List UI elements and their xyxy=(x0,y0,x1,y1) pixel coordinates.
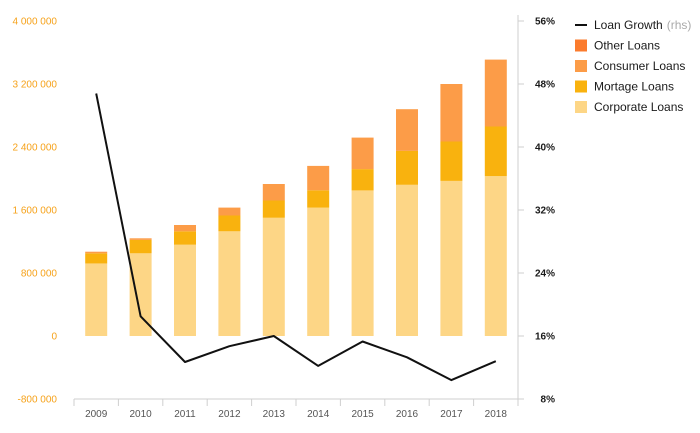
x-tick-label-2018: 2018 xyxy=(485,409,508,420)
bar-corporate-loans-2018 xyxy=(484,176,507,336)
x-tick-label-2009: 2009 xyxy=(85,409,108,420)
left-tick-label: 3 200 000 xyxy=(13,80,58,91)
legend-label-text: Loan Growth xyxy=(594,18,663,32)
bar-consumer-loans-2017 xyxy=(440,84,463,142)
bars-layer xyxy=(85,59,507,336)
x-tick-label-2010: 2010 xyxy=(129,409,152,420)
bar-mortage-loans-2015 xyxy=(351,169,374,191)
right-tick-label: 48% xyxy=(535,80,555,91)
x-tick-label-2015: 2015 xyxy=(351,409,374,420)
bar-corporate-loans-2010 xyxy=(129,253,152,336)
bar-consumer-loans-2011 xyxy=(174,225,196,232)
axes-layer: -800 000 0 800 000 1 600 000 2 400 000 3 200 … xyxy=(13,15,556,420)
bar-mortage-loans-2011 xyxy=(174,231,196,245)
left-tick-label: 1 600 000 xyxy=(13,206,58,217)
x-tick-label-2017: 2017 xyxy=(440,409,463,420)
right-tick-label: 8% xyxy=(541,395,556,406)
bar-corporate-loans-2015 xyxy=(351,190,374,336)
x-tick-label-2014: 2014 xyxy=(307,409,330,420)
legend-label-other-loans: Other Loans xyxy=(594,39,660,53)
left-tick-label: 0 xyxy=(51,332,57,343)
bar-mortage-loans-2012 xyxy=(218,215,241,232)
right-tick-label: 16% xyxy=(535,332,555,343)
bar-mortage-loans-2014 xyxy=(307,190,330,208)
left-tick-label: -800 000 xyxy=(18,395,58,406)
right-tick-label: 40% xyxy=(535,143,555,154)
bar-corporate-loans-2011 xyxy=(174,244,196,336)
bar-consumer-loans-2012 xyxy=(218,207,241,216)
right-tick-label: 32% xyxy=(535,206,555,217)
left-tick-label: 800 000 xyxy=(21,269,58,280)
bar-consumer-loans-2014 xyxy=(307,165,330,191)
bar-corporate-loans-2016 xyxy=(396,184,418,336)
bar-corporate-loans-2012 xyxy=(218,231,241,336)
legend-label-text: Other Loans xyxy=(594,39,660,53)
right-tick-label: 56% xyxy=(535,17,555,28)
x-tick-label-2011: 2011 xyxy=(174,409,196,420)
legend-label-consumer-loans: Consumer Loans xyxy=(594,59,685,73)
right-tick-label: 24% xyxy=(535,269,555,280)
legend-swatch-mortage-loans xyxy=(575,80,587,93)
bar-mortage-loans-2013 xyxy=(262,200,285,218)
bar-consumer-loans-2009 xyxy=(85,251,108,254)
legend-label-mortage-loans: Mortage Loans xyxy=(594,80,674,94)
bar-mortage-loans-2018 xyxy=(484,126,507,177)
bar-mortage-loans-2016 xyxy=(396,150,418,185)
line-layer xyxy=(95,93,497,382)
loan-growth-line xyxy=(95,93,497,382)
bar-mortage-loans-2010 xyxy=(129,239,152,254)
bar-corporate-loans-2014 xyxy=(307,207,330,336)
x-tick-label-2013: 2013 xyxy=(263,409,286,420)
bar-mortage-loans-2017 xyxy=(440,141,463,181)
legend-label-text: Corporate Loans xyxy=(594,100,683,114)
bar-corporate-loans-2009 xyxy=(85,263,108,336)
legend-label-suffix: (rhs) xyxy=(667,18,692,32)
x-tick-label-2016: 2016 xyxy=(396,409,419,420)
left-tick-label: 4 000 000 xyxy=(13,17,58,28)
legend-swatch-corporate-loans xyxy=(575,101,587,113)
bar-mortage-loans-2009 xyxy=(85,253,108,264)
legend-label-loan-growth: Loan Growth (rhs) xyxy=(594,18,691,32)
x-tick-label-2012: 2012 xyxy=(218,409,241,420)
legend-label-corporate-loans: Corporate Loans xyxy=(594,100,683,114)
bar-consumer-loans-2016 xyxy=(396,109,418,151)
bar-consumer-loans-2013 xyxy=(262,184,285,201)
legend-swatch-other-loans xyxy=(575,39,587,52)
bar-consumer-loans-2010 xyxy=(129,238,152,240)
legend-label-text: Consumer Loans xyxy=(594,59,685,73)
legend-swatch-consumer-loans xyxy=(575,60,587,72)
bar-consumer-loans-2018 xyxy=(484,59,507,127)
legend-label-text: Mortage Loans xyxy=(594,80,674,94)
left-tick-label: 2 400 000 xyxy=(13,143,58,154)
legend: Loan Growth (rhs) Other Loans Consumer Loan… xyxy=(575,18,691,114)
bar-corporate-loans-2013 xyxy=(262,217,285,336)
bar-consumer-loans-2015 xyxy=(351,137,374,170)
bar-corporate-loans-2017 xyxy=(440,180,463,336)
